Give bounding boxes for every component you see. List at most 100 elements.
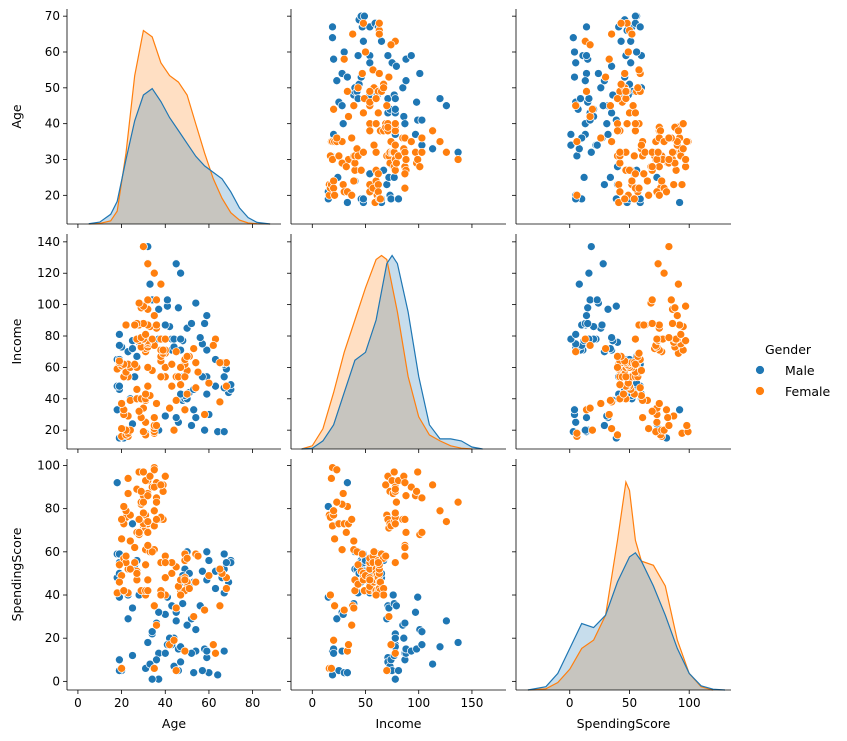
- point-female: [341, 528, 351, 537]
- point-female: [117, 399, 126, 408]
- point-female: [620, 69, 630, 78]
- point-female: [428, 480, 437, 490]
- y-tick-label: 0: [52, 674, 60, 688]
- point-female: [156, 480, 166, 490]
- kde-line-female: [527, 479, 714, 691]
- point-male: [390, 94, 400, 103]
- point-female: [596, 133, 606, 143]
- point-female: [169, 635, 179, 645]
- point-female: [682, 137, 692, 146]
- point-male: [413, 592, 423, 602]
- point-male: [115, 381, 124, 391]
- point-male: [154, 607, 164, 617]
- point-female: [123, 489, 133, 498]
- point-male: [145, 279, 155, 289]
- point-female: [329, 104, 338, 114]
- point-female: [585, 403, 595, 413]
- point-male: [329, 648, 338, 658]
- y-tick-label: 30: [45, 153, 60, 167]
- point-female: [369, 140, 379, 150]
- point-female: [204, 571, 214, 580]
- point-male: [343, 478, 352, 488]
- point-female: [180, 575, 190, 585]
- point-male: [571, 330, 581, 339]
- point-male: [428, 144, 437, 154]
- x-tick-label: 80: [245, 696, 260, 710]
- point-female: [637, 391, 646, 400]
- point-male: [417, 640, 427, 650]
- point-male: [406, 51, 416, 60]
- point-female: [635, 383, 645, 393]
- point-male: [359, 194, 368, 204]
- point-male: [453, 638, 463, 647]
- point-male: [178, 599, 188, 608]
- y-axis-label-age: Age: [9, 104, 24, 128]
- point-female: [669, 180, 679, 189]
- point-male: [386, 194, 396, 204]
- point-female: [347, 133, 357, 143]
- point-female: [400, 183, 410, 193]
- point-male: [200, 425, 209, 435]
- point-female: [143, 586, 153, 596]
- point-female: [125, 564, 135, 574]
- axis-labels: Age Income SpendingScore Age Income SpendingS…: [9, 104, 671, 731]
- point-female: [169, 425, 179, 435]
- point-female: [401, 491, 411, 501]
- point-female: [627, 176, 637, 186]
- point-male: [602, 119, 612, 129]
- point-female: [152, 295, 161, 305]
- point-female: [349, 603, 359, 613]
- point-male: [392, 61, 401, 71]
- point-male: [176, 334, 185, 344]
- point-female: [390, 558, 400, 567]
- point-male: [189, 405, 199, 415]
- point-female: [634, 348, 644, 358]
- x-tick-label: 100: [678, 696, 701, 710]
- point-female: [633, 83, 643, 93]
- point-male: [182, 620, 192, 630]
- point-male: [400, 618, 410, 628]
- x-tick-label: 50: [622, 696, 637, 710]
- panel-age-vs-age: 20 30 40 50 60 70: [45, 9, 281, 228]
- point-female: [143, 575, 153, 585]
- point-male: [570, 47, 579, 57]
- point-female: [156, 372, 166, 382]
- point-male: [453, 147, 463, 157]
- y-tick-label: 80: [45, 502, 60, 516]
- point-female: [189, 344, 199, 353]
- point-female: [415, 162, 425, 172]
- point-female: [585, 40, 595, 50]
- point-female: [615, 380, 625, 390]
- point-female: [379, 590, 388, 600]
- point-female: [167, 569, 177, 578]
- point-female: [614, 180, 624, 189]
- point-male: [616, 36, 626, 46]
- point-female: [326, 590, 335, 600]
- point-female: [652, 417, 662, 427]
- x-tick-label: 50: [358, 696, 373, 710]
- point-female: [631, 359, 640, 369]
- x-tick-label: 100: [407, 696, 430, 710]
- point-female: [654, 399, 664, 408]
- point-female: [180, 372, 190, 382]
- point-female: [347, 190, 357, 200]
- point-female: [339, 54, 349, 64]
- point-male: [171, 413, 181, 422]
- point-female: [601, 344, 610, 353]
- point-male: [598, 259, 608, 269]
- point-female: [215, 397, 225, 407]
- point-male: [191, 413, 201, 422]
- point-female: [191, 577, 201, 587]
- point-male: [574, 144, 584, 154]
- y-tick-label: 140: [37, 235, 60, 249]
- kde-fill-female: [301, 255, 472, 449]
- point-female: [417, 493, 427, 503]
- point-female: [167, 381, 177, 391]
- y-tick-label: 100: [37, 298, 60, 312]
- point-female: [374, 29, 384, 39]
- point-female: [117, 664, 126, 673]
- point-female: [442, 517, 451, 526]
- point-male: [582, 22, 591, 32]
- point-male: [382, 180, 392, 189]
